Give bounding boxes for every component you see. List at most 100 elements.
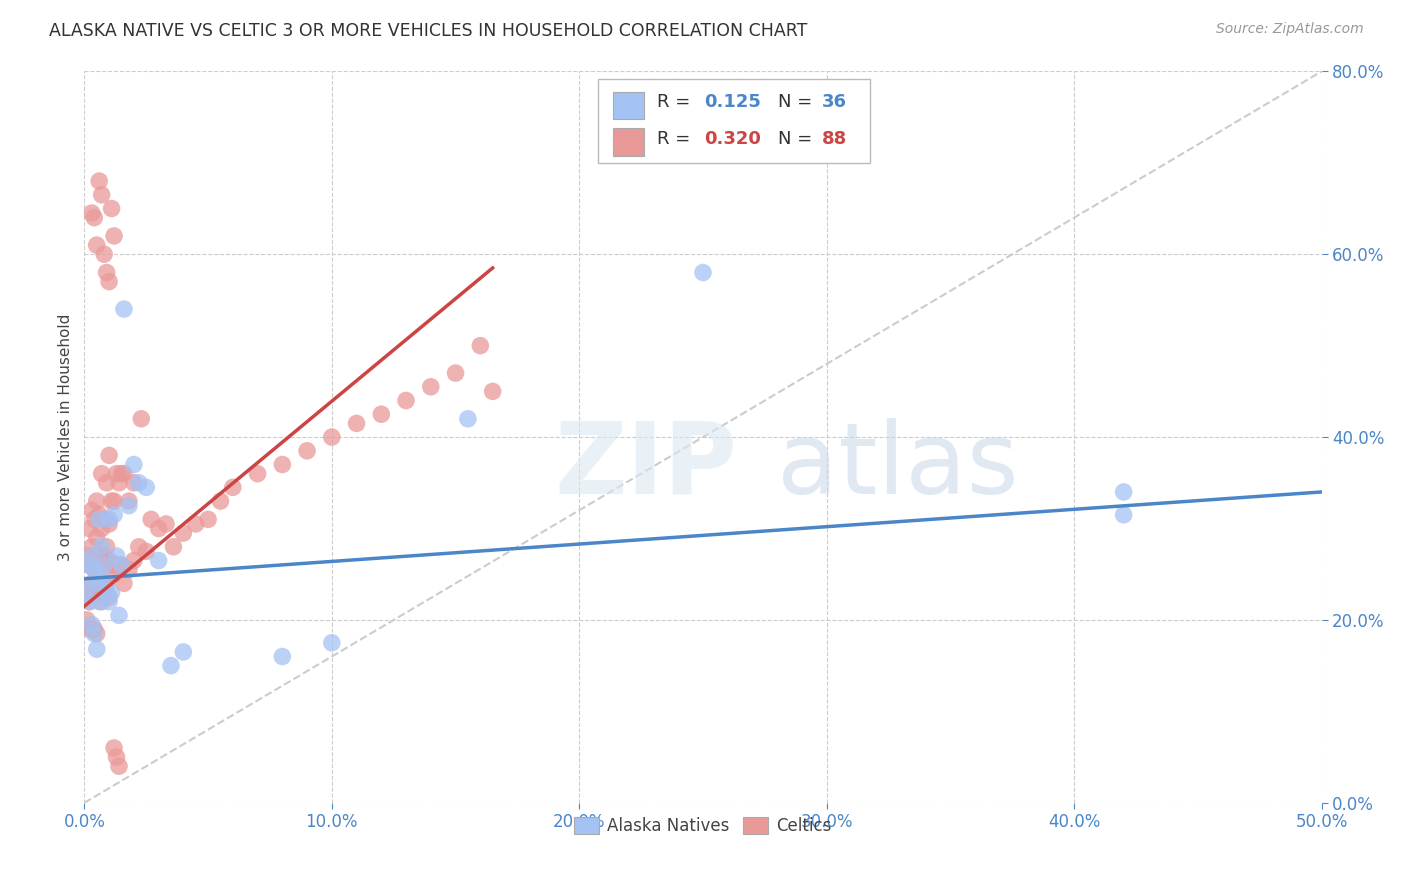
Bar: [613, 128, 644, 156]
Point: [79, 558, 101, 573]
Point: [83, 626, 105, 640]
Point: [83, 585, 105, 599]
Point: [110, 558, 132, 573]
Y-axis label: 3 or more Vehicles in Household: 3 or more Vehicles in Household: [58, 313, 73, 561]
Point: [457, 412, 479, 426]
Point: [90, 521, 112, 535]
Point: [148, 553, 170, 567]
Point: [1112, 508, 1135, 522]
Text: 88: 88: [821, 130, 846, 148]
Point: [110, 467, 132, 481]
Point: [129, 412, 152, 426]
Point: [96, 576, 118, 591]
Point: [93, 581, 115, 595]
Point: [444, 366, 467, 380]
Point: [419, 380, 441, 394]
Point: [79, 622, 101, 636]
Point: [103, 494, 125, 508]
Point: [86, 494, 108, 508]
Point: [128, 475, 150, 490]
Point: [122, 458, 145, 472]
Point: [76, 581, 98, 595]
Point: [89, 585, 111, 599]
Bar: [613, 92, 644, 120]
Text: R =: R =: [657, 94, 696, 112]
Point: [148, 521, 170, 535]
Point: [112, 301, 135, 317]
Point: [89, 174, 111, 188]
Point: [80, 503, 103, 517]
Point: [271, 649, 294, 664]
Point: [90, 594, 112, 608]
Point: [83, 622, 105, 636]
Point: [98, 594, 121, 608]
Point: [96, 475, 118, 490]
Point: [86, 531, 108, 545]
Point: [108, 608, 131, 623]
Point: [184, 516, 207, 531]
Text: ALASKA NATIVE VS CELTIC 3 OR MORE VEHICLES IN HOUSEHOLD CORRELATION CHART: ALASKA NATIVE VS CELTIC 3 OR MORE VEHICL…: [49, 22, 807, 40]
Point: [103, 229, 125, 244]
Point: [197, 512, 219, 526]
Point: [135, 480, 157, 494]
Point: [98, 275, 121, 289]
Point: [96, 266, 118, 280]
Point: [98, 448, 121, 462]
Text: 0.125: 0.125: [704, 94, 761, 112]
Point: [80, 206, 103, 220]
Point: [93, 549, 115, 563]
Point: [103, 740, 125, 755]
Point: [89, 508, 111, 522]
Point: [1112, 485, 1135, 500]
Point: [172, 526, 194, 541]
Point: [98, 553, 121, 567]
Point: [105, 750, 128, 764]
Point: [79, 521, 101, 535]
Point: [370, 407, 392, 421]
Point: [90, 558, 112, 573]
Point: [105, 467, 128, 481]
Point: [118, 494, 141, 508]
Point: [98, 516, 121, 531]
Point: [481, 384, 503, 399]
Point: [141, 512, 163, 526]
Text: 36: 36: [821, 94, 846, 112]
Text: 0.320: 0.320: [704, 130, 761, 148]
Point: [79, 558, 101, 573]
Point: [346, 417, 368, 431]
Point: [160, 658, 183, 673]
Point: [100, 202, 122, 216]
Point: [96, 585, 118, 599]
Point: [86, 576, 108, 591]
Point: [100, 585, 122, 599]
Point: [395, 393, 418, 408]
Point: [108, 759, 131, 773]
Point: [80, 549, 103, 563]
Point: [108, 558, 131, 573]
Point: [122, 475, 145, 490]
Point: [112, 576, 135, 591]
Text: R =: R =: [657, 130, 696, 148]
Point: [321, 636, 343, 650]
Point: [135, 544, 157, 558]
Point: [76, 549, 98, 563]
Point: [321, 430, 343, 444]
Point: [93, 512, 115, 526]
Point: [100, 494, 122, 508]
Text: atlas: atlas: [778, 417, 1019, 515]
Point: [89, 594, 111, 608]
Point: [90, 467, 112, 481]
Text: N =: N =: [779, 130, 818, 148]
Point: [103, 508, 125, 522]
Point: [90, 572, 112, 586]
Point: [246, 467, 269, 481]
Point: [172, 645, 194, 659]
Point: [80, 576, 103, 591]
Point: [118, 499, 141, 513]
Point: [692, 266, 714, 280]
Point: [100, 558, 122, 573]
Point: [128, 540, 150, 554]
Point: [83, 563, 105, 577]
Point: [209, 494, 232, 508]
Point: [80, 622, 103, 636]
